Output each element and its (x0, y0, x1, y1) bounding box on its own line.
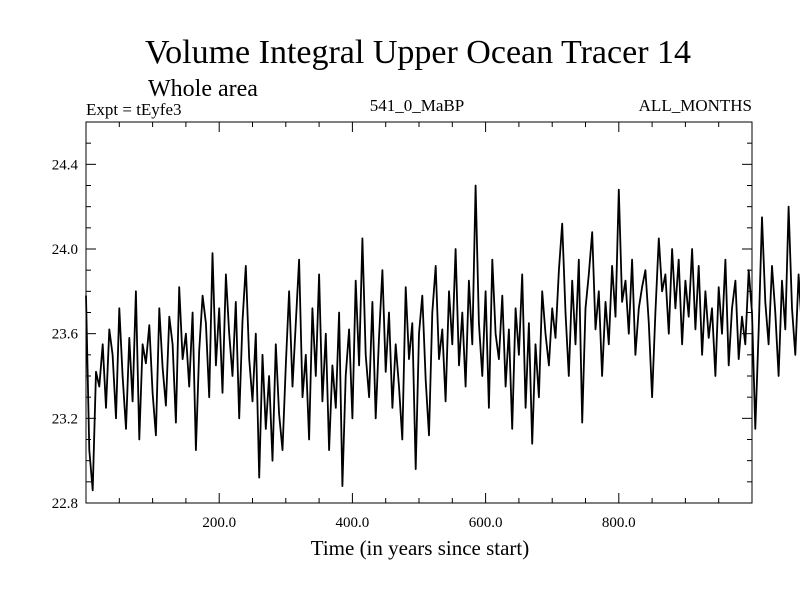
x-tick-label: 400.0 (336, 515, 370, 531)
x-axis-title: Time (in years since start) (311, 536, 530, 560)
x-tick-label: 200.0 (202, 515, 236, 531)
y-tick-label: 24.0 (52, 242, 78, 258)
plot-frame (85, 121, 753, 504)
chart-title: Volume Integral Upper Ocean Tracer 14 (145, 34, 691, 71)
y-tick-label: 22.8 (52, 496, 78, 512)
x-tick-label: 800.0 (602, 515, 636, 531)
y-tick-label: 24.4 (52, 157, 79, 173)
experiment-label: Expt = tEyfe3 (86, 100, 182, 119)
y-tick-label: 23.6 (52, 327, 79, 343)
axis-ticks (86, 122, 752, 503)
series-line-teyfe3 (85, 184, 800, 492)
x-tick-labels: 200.0 400.0 600.0 800.0 (202, 515, 635, 531)
y-tick-labels: 22.8 23.2 23.6 24.0 24.4 (52, 157, 79, 512)
y-tick-label: 23.2 (52, 411, 78, 427)
x-tick-label: 600.0 (469, 515, 503, 531)
period-label: 541_0_MaBP (370, 96, 464, 115)
months-label: ALL_MONTHS (639, 96, 752, 115)
chart-subtitle: Whole area (148, 76, 258, 102)
